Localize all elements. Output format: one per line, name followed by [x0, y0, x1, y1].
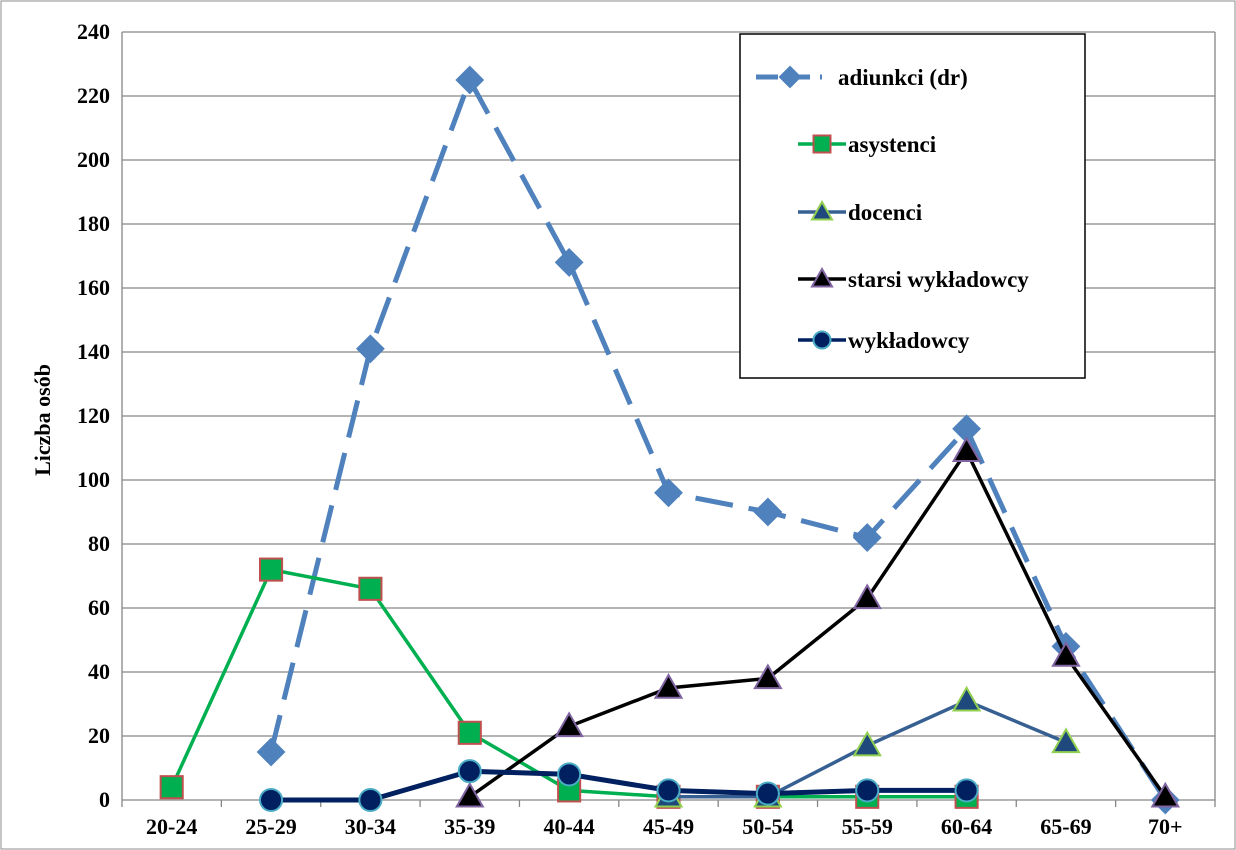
- data-point: [852, 730, 882, 757]
- x-tick-label: 35-39: [444, 814, 495, 839]
- y-tick-label: 220: [77, 83, 110, 108]
- series-line: [271, 768, 967, 803]
- series-line: [468, 447, 1167, 799]
- legend: adiunkci (dr) asystenci docenci starsi wykł…: [739, 33, 1086, 379]
- x-tick-label: 70+: [1148, 814, 1183, 839]
- legend-label: adiunkci (dr): [838, 65, 968, 90]
- data-point: [258, 557, 284, 582]
- data-point: [852, 583, 882, 610]
- data-point: [1051, 640, 1081, 667]
- legend-item: adiunkci (dr): [756, 65, 968, 90]
- x-tick-label: 55-59: [842, 814, 893, 839]
- data-point: [951, 436, 982, 462]
- data-point: [1051, 727, 1081, 754]
- legend-marker: [812, 134, 832, 154]
- x-tick-label: 40-44: [543, 814, 594, 839]
- data-point: [258, 787, 284, 813]
- x-tick-label: 30-34: [345, 814, 396, 839]
- x-tick-labels: 20-24 25-29 30-34 35-39 40-44 45-49 50-54 55-59…: [146, 814, 1183, 839]
- legend-label: asystenci: [848, 132, 937, 157]
- legend-label: docenci: [848, 200, 923, 225]
- y-tick-label: 60: [88, 595, 110, 620]
- data-point: [852, 523, 882, 553]
- data-point: [951, 685, 982, 712]
- data-point: [355, 334, 385, 364]
- data-point: [455, 65, 485, 95]
- y-tick-labels: 0 20 40 60 80 100 120 140 160 180 200 220 240: [77, 19, 110, 812]
- data-point: [855, 778, 880, 803]
- y-tick-label: 20: [88, 723, 110, 748]
- legend-item: asystenci: [798, 132, 937, 157]
- y-tick-label: 240: [77, 19, 110, 44]
- y-tick-label: 140: [77, 339, 110, 364]
- data-point: [554, 711, 584, 738]
- y-tick-label: 180: [77, 211, 110, 236]
- y-tick-label: 100: [77, 467, 110, 492]
- data-point: [159, 775, 184, 800]
- legend-marker: [810, 199, 834, 221]
- data-point: [256, 737, 286, 767]
- legend-item: docenci: [798, 199, 923, 225]
- legend-marker: [812, 330, 832, 350]
- data-point: [753, 663, 783, 690]
- legend-item: starsi wykładowcy: [798, 266, 1029, 292]
- series-3: [455, 436, 1181, 808]
- y-tick-label: 160: [77, 275, 110, 300]
- legend-marker: [778, 65, 802, 89]
- legend-label: starsi wykładowcy: [848, 267, 1029, 292]
- x-tick-label: 60-64: [941, 814, 992, 839]
- series-group: [159, 65, 1181, 815]
- data-point: [457, 720, 482, 745]
- y-tick-label: 200: [77, 147, 110, 172]
- data-point: [654, 478, 683, 508]
- y-tick-label: 80: [88, 531, 110, 556]
- y-tick-label: 120: [77, 403, 110, 428]
- legend-item: wykładowcy: [798, 328, 970, 353]
- x-tick-label: 65-69: [1040, 814, 1091, 839]
- legend-label: wykładowcy: [848, 328, 970, 353]
- data-point: [554, 247, 584, 277]
- data-point: [557, 762, 582, 787]
- y-axis-label: Liczba osób: [30, 364, 55, 476]
- data-point: [358, 576, 383, 601]
- x-tick-label: 45-49: [643, 814, 694, 839]
- grid: [121, 31, 1216, 807]
- legend-marker: [810, 266, 834, 288]
- data-point: [656, 778, 681, 803]
- x-tick-label: 50-54: [742, 814, 793, 839]
- x-tick-label: 25-29: [245, 814, 296, 839]
- data-point: [457, 759, 482, 784]
- data-point: [455, 781, 485, 808]
- x-tick-label: 20-24: [146, 814, 197, 839]
- data-point: [1150, 781, 1181, 808]
- data-point: [954, 778, 979, 803]
- data-point: [358, 787, 383, 813]
- y-tick-label: 0: [99, 787, 110, 812]
- series-line: [268, 73, 1168, 802]
- legend-box: [739, 33, 1086, 379]
- data-point: [753, 497, 783, 527]
- y-tick-label: 40: [88, 659, 110, 684]
- data-point: [653, 672, 684, 699]
- series-4: [258, 759, 979, 813]
- data-point: [755, 781, 780, 806]
